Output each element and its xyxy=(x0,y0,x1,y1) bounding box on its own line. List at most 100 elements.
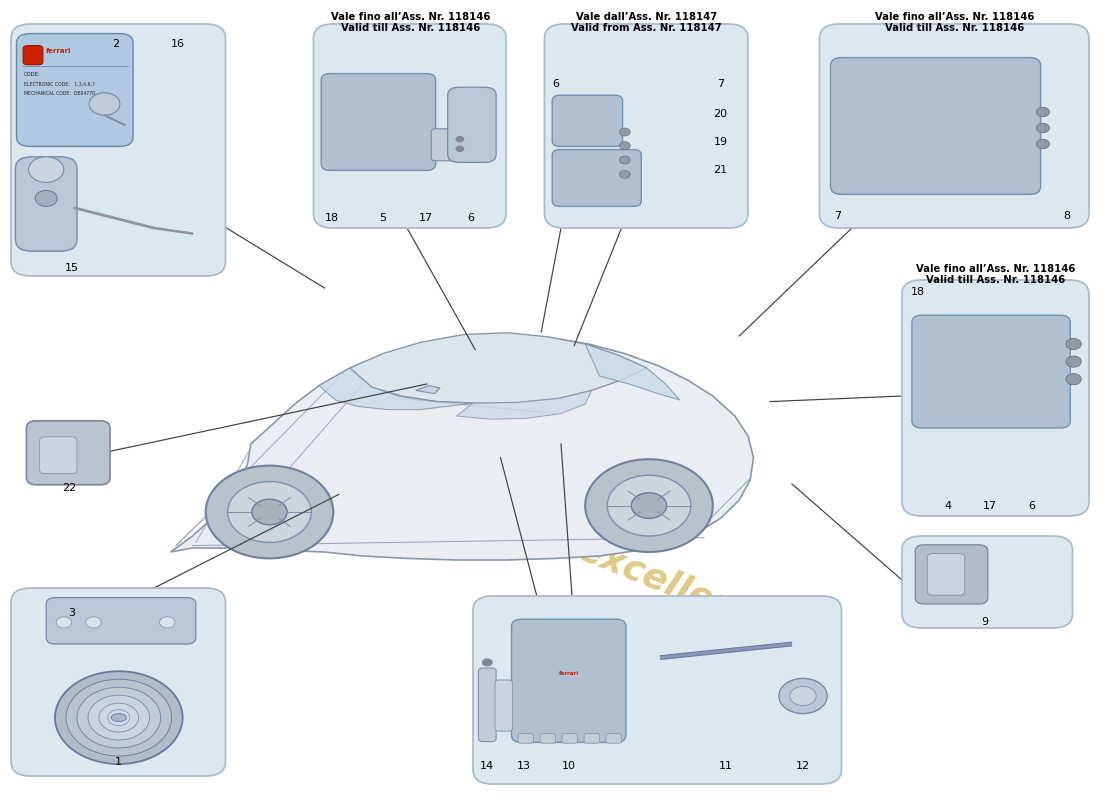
Polygon shape xyxy=(319,368,473,410)
FancyBboxPatch shape xyxy=(540,734,556,743)
Circle shape xyxy=(228,482,311,542)
Ellipse shape xyxy=(111,714,126,722)
Text: 17: 17 xyxy=(419,214,432,223)
Circle shape xyxy=(1036,139,1049,149)
FancyBboxPatch shape xyxy=(902,536,1072,628)
Circle shape xyxy=(1066,374,1081,385)
Circle shape xyxy=(206,466,333,558)
Text: Valid till Ass. Nr. 118146: Valid till Ass. Nr. 118146 xyxy=(926,275,1065,285)
FancyBboxPatch shape xyxy=(562,734,578,743)
FancyBboxPatch shape xyxy=(495,680,513,731)
Circle shape xyxy=(619,156,630,164)
Circle shape xyxy=(55,671,183,764)
Text: 17: 17 xyxy=(983,501,997,510)
Circle shape xyxy=(779,678,827,714)
Text: CODE:: CODE: xyxy=(24,72,41,77)
Circle shape xyxy=(89,93,120,115)
Text: 6: 6 xyxy=(468,214,474,223)
Circle shape xyxy=(607,475,691,536)
Text: 9: 9 xyxy=(981,618,988,627)
Text: 16: 16 xyxy=(172,39,185,49)
FancyBboxPatch shape xyxy=(23,46,43,65)
FancyBboxPatch shape xyxy=(927,554,965,595)
Text: Vale fino all’Ass. Nr. 118146: Vale fino all’Ass. Nr. 118146 xyxy=(876,12,1034,22)
Text: 2: 2 xyxy=(112,39,119,49)
Text: 3: 3 xyxy=(68,608,75,618)
Polygon shape xyxy=(170,334,754,560)
Text: 18: 18 xyxy=(324,214,339,223)
Circle shape xyxy=(619,170,630,178)
Text: 4: 4 xyxy=(945,501,952,510)
Text: Vale fino all’Ass. Nr. 118146: Vale fino all’Ass. Nr. 118146 xyxy=(331,12,490,22)
Circle shape xyxy=(790,686,816,706)
FancyBboxPatch shape xyxy=(552,150,641,206)
Text: 21: 21 xyxy=(714,166,727,175)
FancyBboxPatch shape xyxy=(321,74,436,170)
Text: 13: 13 xyxy=(517,762,530,771)
Text: ferrari: ferrari xyxy=(559,671,579,676)
Circle shape xyxy=(619,142,630,150)
FancyBboxPatch shape xyxy=(15,157,77,251)
Text: 7: 7 xyxy=(834,211,840,221)
Circle shape xyxy=(585,459,713,552)
Polygon shape xyxy=(456,390,592,419)
FancyBboxPatch shape xyxy=(314,24,506,228)
Text: Valid till Ass. Nr. 118146: Valid till Ass. Nr. 118146 xyxy=(341,23,480,34)
Text: Valid till Ass. Nr. 118146: Valid till Ass. Nr. 118146 xyxy=(886,23,1024,34)
FancyBboxPatch shape xyxy=(912,315,1070,428)
Text: MECHANICAL CODE:  DE04770: MECHANICAL CODE: DE04770 xyxy=(24,91,96,96)
Text: 22: 22 xyxy=(63,483,76,493)
Text: 19: 19 xyxy=(714,138,727,147)
Polygon shape xyxy=(585,344,680,400)
FancyBboxPatch shape xyxy=(473,596,842,784)
FancyBboxPatch shape xyxy=(902,280,1089,516)
FancyBboxPatch shape xyxy=(606,734,621,743)
Circle shape xyxy=(66,679,172,756)
FancyBboxPatch shape xyxy=(552,95,623,146)
Circle shape xyxy=(88,695,150,740)
Circle shape xyxy=(160,617,175,628)
Polygon shape xyxy=(350,333,647,403)
FancyBboxPatch shape xyxy=(16,34,133,146)
Text: 7: 7 xyxy=(717,79,724,89)
Circle shape xyxy=(29,157,64,182)
Text: 1: 1 xyxy=(116,758,122,767)
Circle shape xyxy=(77,687,161,748)
Text: 20: 20 xyxy=(714,110,727,119)
Circle shape xyxy=(631,493,667,518)
Text: a passion for excellence: a passion for excellence xyxy=(316,428,784,644)
Text: 10: 10 xyxy=(562,762,575,771)
Text: 12: 12 xyxy=(796,762,810,771)
FancyBboxPatch shape xyxy=(11,24,225,276)
Text: 8: 8 xyxy=(1064,211,1070,221)
Text: ELECTRONIC CODE:   1,3,4,6,7: ELECTRONIC CODE: 1,3,4,6,7 xyxy=(24,82,96,86)
Circle shape xyxy=(99,703,139,732)
Circle shape xyxy=(455,136,464,142)
Circle shape xyxy=(455,146,464,152)
FancyBboxPatch shape xyxy=(584,734,600,743)
FancyBboxPatch shape xyxy=(46,598,196,644)
Circle shape xyxy=(56,617,72,628)
FancyBboxPatch shape xyxy=(478,668,496,742)
Text: Valid from Ass. Nr. 118147: Valid from Ass. Nr. 118147 xyxy=(572,23,722,34)
Circle shape xyxy=(35,190,57,206)
FancyBboxPatch shape xyxy=(518,734,534,743)
Text: Vale dall’Ass. Nr. 118147: Vale dall’Ass. Nr. 118147 xyxy=(576,12,717,22)
FancyBboxPatch shape xyxy=(40,437,77,474)
Text: 18: 18 xyxy=(911,287,925,297)
FancyBboxPatch shape xyxy=(544,24,748,228)
Text: 14: 14 xyxy=(481,762,494,771)
Text: 11: 11 xyxy=(719,762,733,771)
Text: 6: 6 xyxy=(1028,501,1035,510)
FancyBboxPatch shape xyxy=(820,24,1089,228)
Text: Vale fino all’Ass. Nr. 118146: Vale fino all’Ass. Nr. 118146 xyxy=(916,264,1075,274)
Text: 6: 6 xyxy=(552,79,559,89)
Circle shape xyxy=(1036,107,1049,117)
Text: ferrari: ferrari xyxy=(46,48,72,54)
Circle shape xyxy=(1066,338,1081,350)
FancyBboxPatch shape xyxy=(512,619,626,742)
Circle shape xyxy=(86,617,101,628)
Circle shape xyxy=(619,128,630,136)
FancyBboxPatch shape xyxy=(26,421,110,485)
Circle shape xyxy=(482,658,493,666)
